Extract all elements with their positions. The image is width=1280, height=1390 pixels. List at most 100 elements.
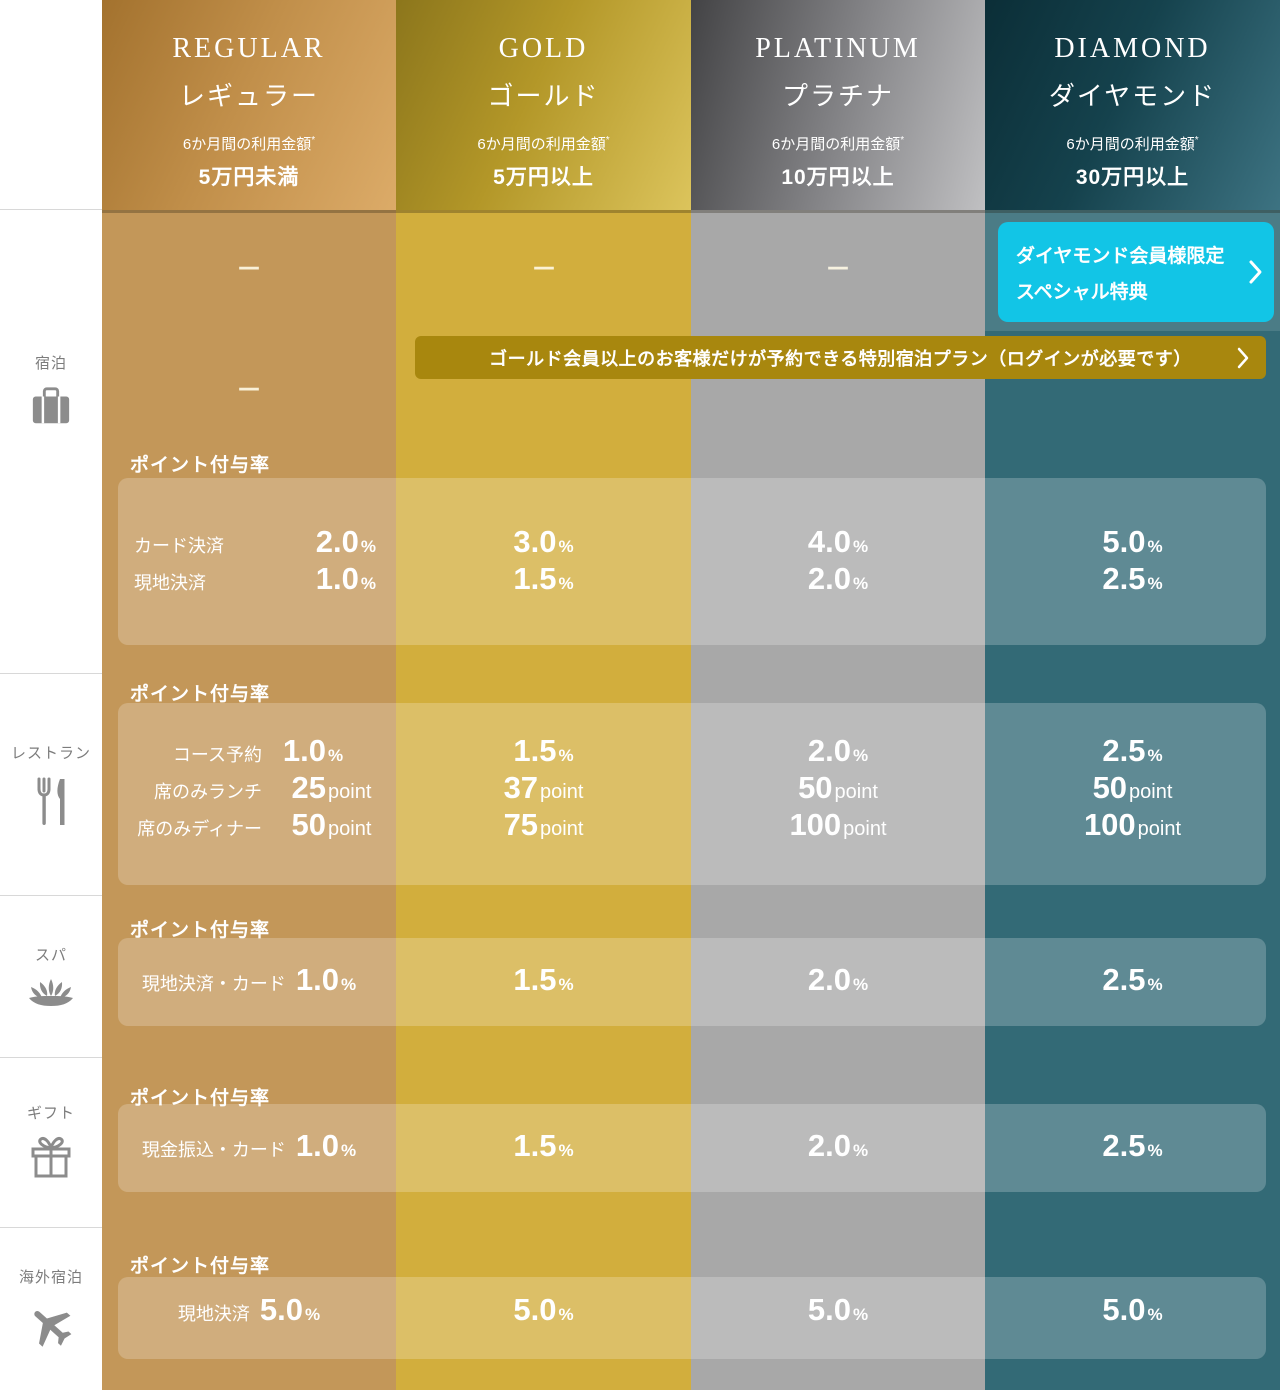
points-rate-heading: ポイント付与率 — [130, 684, 271, 705]
value-suffix: % — [1147, 974, 1163, 994]
value-suffix: point — [328, 780, 372, 803]
regular-values: 現地決済 5.0% — [102, 1271, 396, 1353]
platinum-values: 5.0% — [691, 1271, 985, 1353]
value-suffix: % — [1147, 573, 1163, 593]
regular-values: 現金振込・カード 1.0% — [102, 1104, 396, 1192]
tier-threshold: 5万円未満 — [198, 166, 300, 189]
value-suffix: % — [1147, 745, 1163, 765]
tier-name: Gold — [498, 21, 589, 66]
tier-period: 6か月間の利用金額* — [477, 133, 609, 154]
tier-period: 6か月間の利用金額* — [183, 133, 315, 154]
value-number: 1.5 — [513, 1127, 557, 1163]
values-panel — [118, 1277, 1266, 1359]
values-grid: カード決済 2.0% 現地決済 1.0% 3.0% 1.5% 4.0% 2.0%… — [102, 500, 1280, 625]
gold-plan-banner-text: ゴールド会員以上のお客様だけが予約できる特別宿泊プラン（ログインが必要です） — [489, 348, 1192, 369]
regular-column-background — [102, 210, 396, 1390]
value-row: 50 point — [1093, 772, 1173, 809]
value-suffix: point — [1129, 780, 1173, 803]
values-grid: コース予約 1.0% 席のみランチ 25 point 席のみディナー 50 poin… — [102, 725, 1280, 855]
value-number: 2.5 — [1102, 961, 1146, 997]
value-row: カード決済 2.0% — [102, 526, 396, 563]
values-grid: 現地決済 5.0% 5.0% 5.0% 5.0% — [102, 1271, 1280, 1353]
header-shadow — [102, 210, 1280, 213]
tier-period: 6か月間の利用金額* — [1066, 133, 1198, 154]
values-panel — [118, 938, 1266, 1026]
value-number: 1.0 — [295, 1127, 339, 1163]
value-row: 現地決済 5.0% — [178, 1294, 320, 1331]
value-number: 100 — [1083, 806, 1136, 842]
gold-values: 1.5% — [396, 938, 691, 1026]
points-rate-heading: ポイント付与率 — [130, 1256, 271, 1277]
value-row: 1.5% — [513, 964, 573, 1001]
value-label: コース予約 — [172, 744, 262, 765]
platinum-column-background — [691, 210, 985, 1390]
tier-kana: ダイヤモンド — [1048, 81, 1217, 111]
value-row: 5.0% — [513, 1294, 573, 1331]
value-row: 100 point — [789, 809, 886, 846]
gold-column-background — [396, 210, 691, 1390]
value-number: 50 — [1092, 769, 1128, 805]
value-number: 100 — [789, 806, 842, 842]
sidebar-label: レストラン — [10, 744, 91, 762]
tier-kana: レギュラー — [178, 81, 319, 111]
tier-name: Platinum — [755, 21, 921, 66]
value-suffix: point — [834, 780, 878, 803]
value-number: 2.0 — [315, 523, 359, 559]
value-suffix: % — [852, 1304, 869, 1324]
dash: — — [533, 255, 555, 280]
diamond-column-background — [985, 210, 1280, 1390]
tier-threshold: 30万円以上 — [1075, 166, 1190, 189]
tier-period-note: * — [311, 135, 316, 146]
value-number: 2.0 — [807, 560, 851, 596]
value-label: 現地決済 — [177, 1303, 250, 1324]
gold-plan-banner[interactable]: ゴールド会員以上のお客様だけが予約できる特別宿泊プラン（ログインが必要です） — [415, 336, 1266, 379]
value-row: 4.0% — [808, 526, 868, 563]
value-number: 2.0 — [807, 961, 851, 997]
diamond-special-button[interactable]: ダイヤモンド会員様限定 スペシャル特典 — [998, 222, 1274, 322]
value-row: 席のみランチ 25 point — [102, 772, 396, 809]
section-gift: ポイント付与率 現金振込・カード 1.0% 1.5% 2.0% 2.5% — [102, 1057, 1280, 1227]
value-row: 5.0% — [1102, 1294, 1162, 1331]
value-suffix: % — [558, 745, 574, 765]
value-row: 1.5% — [513, 563, 573, 600]
tier-header-diamond: Diamond ダイヤモンド 6か月間の利用金額* 30万円以上 — [985, 0, 1280, 210]
tier-period-text: 6か月間の利用金額 — [182, 136, 312, 153]
value-number: 2.5 — [1102, 560, 1146, 596]
value-suffix: % — [852, 536, 869, 556]
value-suffix: % — [852, 745, 869, 765]
value-suffix: % — [558, 1304, 574, 1324]
platinum-values: 4.0% 2.0% — [691, 500, 985, 625]
value-number: 2.0 — [807, 1127, 851, 1163]
value-suffix: % — [340, 1140, 357, 1160]
value-suffix: point — [1137, 817, 1182, 840]
tier-kana: プラチナ — [781, 81, 894, 111]
value-suffix: % — [360, 573, 376, 593]
value-suffix: point — [843, 817, 887, 840]
value-number: 5.0 — [807, 1291, 851, 1327]
value-row: 2.0% — [808, 1130, 868, 1167]
tier-header-gold: Gold ゴールド 6か月間の利用金額* 5万円以上 — [396, 0, 691, 210]
value-label: 席のみランチ — [154, 781, 262, 802]
value-suffix: % — [340, 974, 357, 994]
value-number: 1.5 — [513, 961, 557, 997]
points-rate-heading: ポイント付与率 — [130, 920, 271, 941]
value-row: 現金振込・カード 1.0% — [142, 1130, 356, 1167]
value-suffix: % — [852, 1140, 869, 1160]
value-row: 37 point — [504, 772, 584, 809]
value-number: 5.0 — [513, 1291, 557, 1327]
value-suffix: % — [304, 1304, 321, 1324]
regular-values: コース予約 1.0% 席のみランチ 25 point 席のみディナー 50 poin… — [102, 725, 396, 855]
tier-threshold: 10万円以上 — [781, 166, 895, 189]
value-row: 2.0% — [808, 735, 868, 772]
value-suffix: % — [558, 974, 574, 994]
diamond-special-line2: スペシャル特典 — [1016, 281, 1148, 303]
diamond-values: 2.5% — [985, 1104, 1280, 1192]
tier-period-note: * — [1194, 135, 1199, 146]
value-number: 75 — [503, 806, 539, 842]
value-row: 席のみディナー 50 point — [102, 809, 396, 846]
regular-values: カード決済 2.0% 現地決済 1.0% — [102, 500, 396, 625]
tier-period-text: 6か月間の利用金額 — [771, 136, 901, 153]
value-row: 1.5% — [513, 1130, 573, 1167]
value-number: 50 — [798, 769, 833, 805]
dash: — — [238, 255, 260, 280]
